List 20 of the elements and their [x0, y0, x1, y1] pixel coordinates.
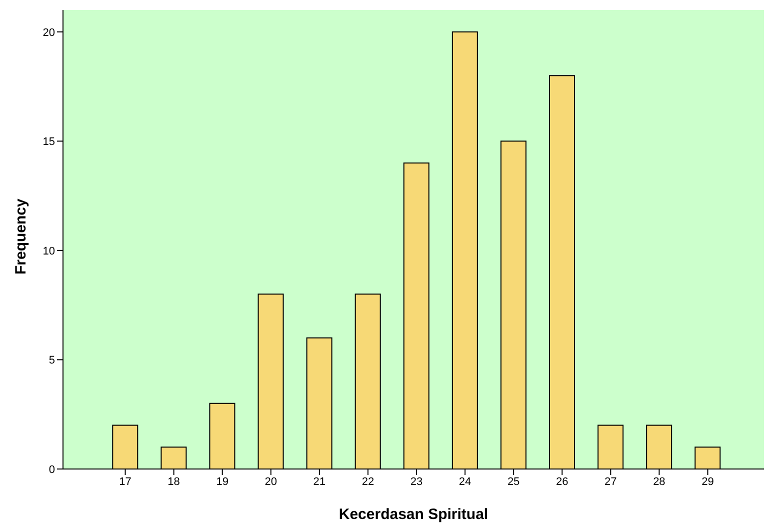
x-tick-label: 27	[604, 476, 617, 488]
x-tick-label: 29	[702, 476, 714, 488]
x-tick-label: 18	[168, 476, 180, 488]
x-tick-label: 26	[556, 476, 568, 488]
y-tick-label: 10	[42, 245, 55, 258]
x-axis-title: Kecerdasan Spiritual	[338, 506, 488, 523]
y-tick-label: 20	[42, 26, 55, 39]
x-tick-label: 28	[653, 476, 666, 488]
y-axis-title: Frequency	[12, 198, 30, 274]
x-tick-label: 17	[119, 476, 132, 488]
y-tick-label: 5	[48, 354, 55, 367]
x-tick-label: 22	[362, 476, 374, 488]
x-tick-label: 24	[458, 476, 472, 488]
y-tick-label: 0	[48, 464, 55, 476]
x-tick-label: 23	[410, 476, 423, 488]
x-tick-label: 25	[507, 476, 520, 488]
x-tick-label: 21	[313, 476, 326, 488]
x-tick-label: 19	[216, 476, 228, 488]
y-tick-label: 15	[42, 136, 55, 148]
x-tick-label: 20	[264, 476, 278, 488]
